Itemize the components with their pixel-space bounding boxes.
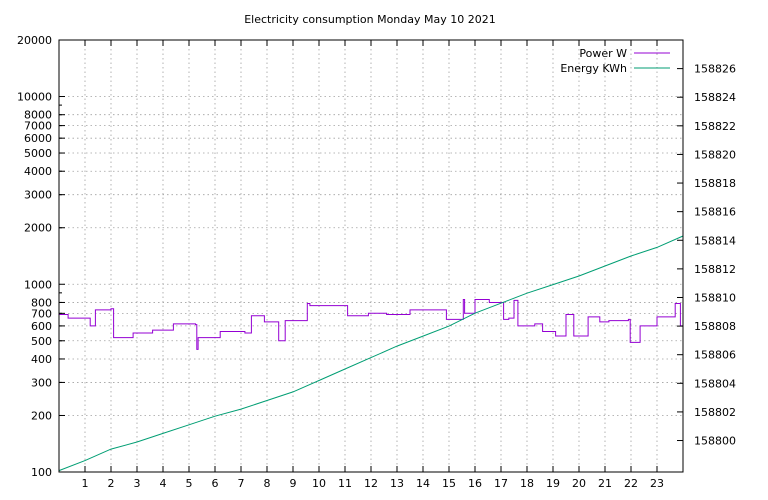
x-tick-label: 1 [82,477,89,490]
y-left-tick-label: 100 [31,466,52,479]
y-right-tick-label: 158814 [694,234,736,247]
legend-label: Power W [579,47,627,60]
y-left-tick-label: 3000 [24,189,52,202]
x-tick-label: 4 [160,477,167,490]
y-left-tick-label: 200 [31,409,52,422]
x-tick-label: 19 [546,477,560,490]
x-tick-label: 2 [108,477,115,490]
y-left-tick-label: 10000 [17,91,52,104]
legend-label: Energy KWh [560,62,627,75]
y-left-tick-label: 6000 [24,132,52,145]
x-tick-label: 12 [364,477,378,490]
chart-title: Electricity consumption Monday May 10 20… [244,13,496,26]
y-right-tick-label: 158824 [694,91,736,104]
y-right-tick-label: 158810 [694,291,736,304]
x-tick-label: 8 [264,477,271,490]
x-tick-label: 6 [212,477,219,490]
y-left-tick-label: 700 [31,307,52,320]
x-tick-label: 18 [520,477,534,490]
x-tick-label: 3 [134,477,141,490]
y-left-tick-label: 800 [31,296,52,309]
y-right-tick-label: 158802 [694,406,736,419]
x-tick-label: 13 [390,477,404,490]
y-right-tick-label: 158812 [694,263,736,276]
y-right-tick-label: 158822 [694,120,736,133]
x-tick-label: 20 [572,477,586,490]
y-left-tick-label: 1000 [24,278,52,291]
x-tick-label: 5 [186,477,193,490]
y-left-tick-label: 20000 [17,34,52,47]
x-tick-label: 15 [442,477,456,490]
y-left-tick-label: 7000 [24,120,52,133]
y-left-tick-label: 300 [31,376,52,389]
y-right-tick-label: 158826 [694,63,736,76]
y-left-tick-label: 8000 [24,109,52,122]
x-tick-label: 16 [468,477,482,490]
x-tick-label: 17 [494,477,508,490]
legend: Power W Energy KWh [560,47,670,75]
y-right-tick-label: 158808 [694,320,736,333]
axes: 1 2 3 4 5 6 7 8 9 10 11 12 13 14 15 16 17 18 19 20 21 22 23100… [17,34,736,490]
y-left-tick-label: 5000 [24,147,52,160]
y-right-tick-label: 158800 [694,435,736,448]
y-left-tick-label: 400 [31,353,52,366]
y-left-tick-label: 600 [31,320,52,333]
x-tick-label: 11 [338,477,352,490]
series-layer [58,235,684,472]
x-tick-label: 22 [624,477,638,490]
x-tick-label: 9 [290,477,297,490]
y-left-tick-label: 500 [31,335,52,348]
x-tick-label: 21 [598,477,612,490]
y-right-tick-label: 158804 [694,377,736,390]
x-tick-label: 14 [416,477,430,490]
y-right-tick-label: 158820 [694,148,736,161]
grid [59,40,683,472]
series-line-energy-kwh [58,235,684,472]
y-left-tick-label: 4000 [24,165,52,178]
y-right-tick-label: 158806 [694,349,736,362]
x-tick-label: 7 [238,477,245,490]
y-right-tick-label: 158818 [694,177,736,190]
x-tick-label: 23 [650,477,664,490]
y-right-tick-label: 158816 [694,206,736,219]
x-tick-label: 10 [312,477,326,490]
y-left-tick-label: 2000 [24,222,52,235]
series-line-power-w [59,299,683,350]
